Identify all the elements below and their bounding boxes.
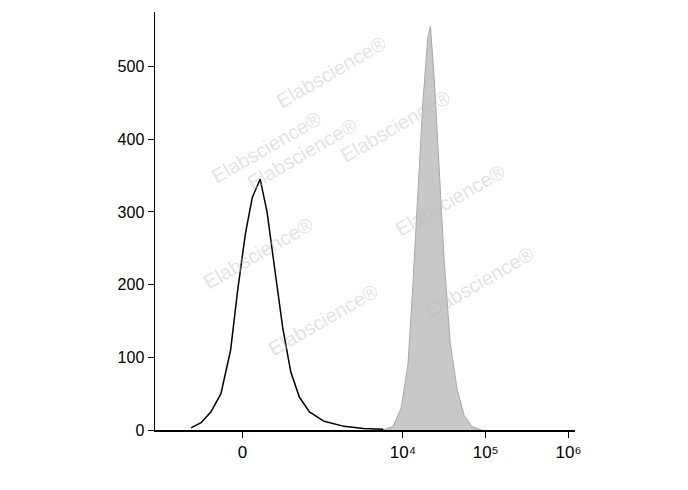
svg-text:Elabscience®: Elabscience® <box>200 213 317 293</box>
svg-text:Elabscience®: Elabscience® <box>337 86 454 166</box>
svg-text:Elabscience®: Elabscience® <box>208 107 325 187</box>
svg-text:10⁶: 10⁶ <box>555 443 581 462</box>
svg-text:0: 0 <box>238 443 247 462</box>
svg-text:Elabscience®: Elabscience® <box>421 242 538 322</box>
svg-text:0: 0 <box>135 422 144 439</box>
svg-text:Elabscience®: Elabscience® <box>244 114 361 194</box>
svg-text:10⁴: 10⁴ <box>390 443 416 462</box>
svg-text:Elabscience®: Elabscience® <box>392 160 509 240</box>
svg-text:200: 200 <box>118 276 145 293</box>
svg-text:400: 400 <box>118 131 145 148</box>
svg-text:500: 500 <box>118 58 145 75</box>
svg-text:Elabscience®: Elabscience® <box>273 32 390 112</box>
svg-text:10⁵: 10⁵ <box>473 443 499 462</box>
svg-text:100: 100 <box>118 349 145 366</box>
svg-text:300: 300 <box>118 204 145 221</box>
svg-text:Elabscience®: Elabscience® <box>265 280 382 360</box>
